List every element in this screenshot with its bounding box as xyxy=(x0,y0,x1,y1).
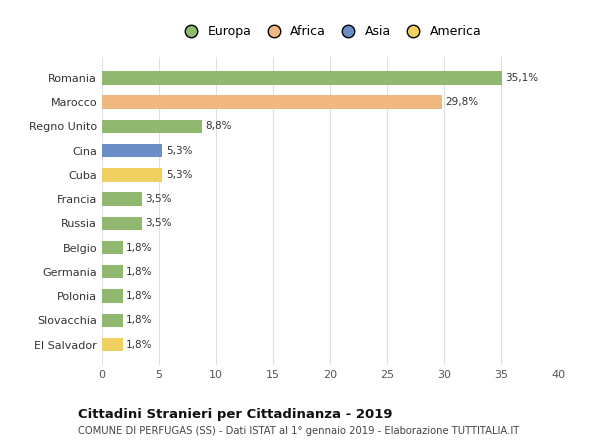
Bar xyxy=(102,168,163,182)
Bar xyxy=(102,120,202,133)
Text: 8,8%: 8,8% xyxy=(206,121,232,132)
Text: 5,3%: 5,3% xyxy=(166,170,193,180)
Bar xyxy=(102,71,502,84)
Bar xyxy=(102,216,142,230)
Text: COMUNE DI PERFUGAS (SS) - Dati ISTAT al 1° gennaio 2019 - Elaborazione TUTTITALI: COMUNE DI PERFUGAS (SS) - Dati ISTAT al … xyxy=(78,426,519,436)
Text: 1,8%: 1,8% xyxy=(126,340,152,349)
Bar xyxy=(102,338,122,351)
Bar xyxy=(102,192,142,206)
Text: Cittadini Stranieri per Cittadinanza - 2019: Cittadini Stranieri per Cittadinanza - 2… xyxy=(78,408,392,422)
Bar xyxy=(102,265,122,279)
Text: 35,1%: 35,1% xyxy=(506,73,539,83)
Legend: Europa, Africa, Asia, America: Europa, Africa, Asia, America xyxy=(173,20,487,43)
Text: 1,8%: 1,8% xyxy=(126,291,152,301)
Text: 3,5%: 3,5% xyxy=(145,194,172,204)
Text: 29,8%: 29,8% xyxy=(445,97,478,107)
Bar xyxy=(102,144,163,157)
Bar xyxy=(102,290,122,303)
Text: 1,8%: 1,8% xyxy=(126,242,152,253)
Text: 1,8%: 1,8% xyxy=(126,267,152,277)
Bar xyxy=(102,241,122,254)
Text: 1,8%: 1,8% xyxy=(126,315,152,325)
Bar xyxy=(102,314,122,327)
Text: 5,3%: 5,3% xyxy=(166,146,193,156)
Text: 3,5%: 3,5% xyxy=(145,218,172,228)
Bar xyxy=(102,95,442,109)
